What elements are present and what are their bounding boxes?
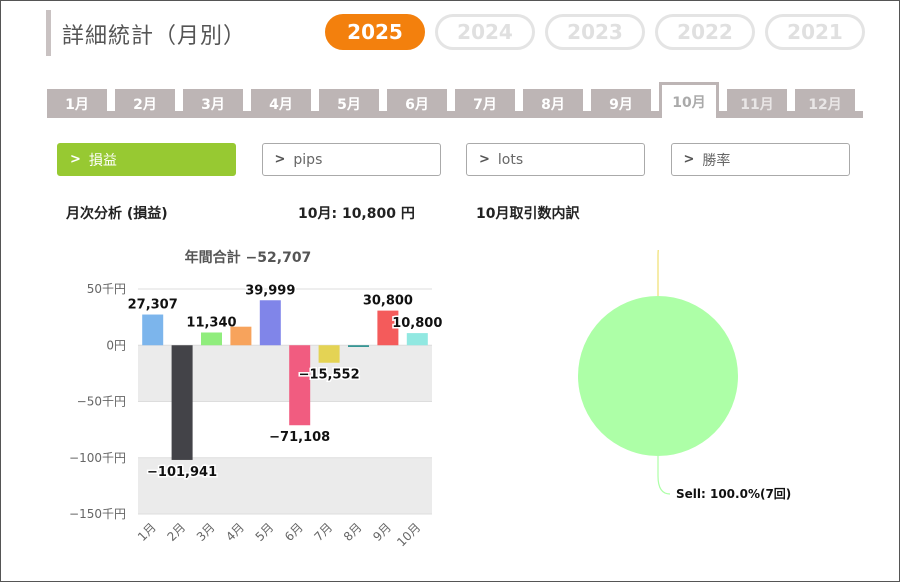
chevron-right-icon: >: [479, 152, 490, 167]
data-label-1月: 27,307: [128, 298, 178, 313]
year-button-2025[interactable]: 2025: [325, 14, 425, 50]
pie-slice-sell: [578, 296, 738, 456]
pie-label-sell: Sell: 100.0%(7回): [676, 487, 791, 501]
trade-breakdown-pie-chart: Buy: 0.0%(0回)Sell: 100.0%(7回): [578, 250, 791, 501]
chevron-right-icon: >: [683, 152, 695, 167]
year-button-2022[interactable]: 2022: [655, 14, 755, 50]
x-tick-label: 2月: [164, 520, 188, 544]
bar-5月: [259, 300, 281, 346]
metric-label: pips: [293, 151, 323, 168]
chart-title: 年間合計 −52,707: [185, 249, 312, 266]
tab-month-6[interactable]: 6月: [387, 89, 447, 118]
data-label-6月: −71,108: [269, 430, 330, 445]
title-accent-bar: [46, 10, 51, 56]
x-tick-label: 8月: [341, 520, 365, 544]
x-tick-label: 1月: [135, 520, 159, 544]
x-tick-label: 6月: [282, 520, 306, 544]
x-tick-label: 5月: [253, 520, 277, 544]
x-tick-label: 9月: [370, 520, 394, 544]
month-tabs: 1月 2月 3月 4月 5月 6月 7月 8月 9月 10月 11月 12月: [47, 82, 863, 118]
tab-month-5[interactable]: 5月: [319, 89, 379, 118]
metric-label: lots: [497, 151, 524, 168]
y-tick-label: −150千円: [69, 507, 126, 521]
tab-month-11[interactable]: 11月: [727, 89, 787, 118]
bar-8月: [348, 345, 369, 347]
metric-button-profit[interactable]: > 損益: [57, 143, 236, 176]
metric-button-win-rate[interactable]: > 勝率: [670, 143, 850, 176]
tab-month-3[interactable]: 3月: [183, 89, 243, 118]
bar-1月: [142, 314, 164, 346]
year-button-2023[interactable]: 2023: [545, 14, 645, 50]
year-selector: 2025 2024 2023 2022 2021: [325, 14, 865, 50]
data-label-7月: −15,552: [299, 368, 360, 383]
y-tick-label: 50千円: [87, 282, 126, 296]
bar-3月: [201, 332, 222, 346]
tab-month-10[interactable]: 10月: [659, 82, 719, 118]
data-label-10月: 10,800: [392, 316, 442, 331]
metric-label: 勝率: [702, 152, 731, 169]
bar-6月: [289, 345, 311, 426]
metric-button-lots[interactable]: > lots: [466, 143, 645, 176]
tab-month-4[interactable]: 4月: [251, 89, 311, 118]
y-tick-label: −100千円: [69, 451, 126, 465]
bar-4月: [230, 326, 252, 346]
y-tick-label: 0円: [106, 338, 126, 352]
month-value: 10月: 10,800 円: [298, 206, 415, 222]
x-tick-label: 4月: [223, 520, 247, 544]
chevron-right-icon: >: [274, 152, 286, 167]
bar-10月: [406, 333, 428, 346]
connector-sell: [657, 456, 671, 495]
tab-month-8[interactable]: 8月: [523, 89, 583, 118]
tab-month-7[interactable]: 7月: [455, 89, 515, 118]
grid-band: [138, 457, 432, 514]
chevron-right-icon: >: [70, 152, 81, 167]
bar-9月: [377, 310, 399, 346]
tab-month-1[interactable]: 1月: [47, 89, 107, 118]
x-tick-label: 3月: [194, 520, 218, 544]
tab-month-12[interactable]: 12月: [795, 89, 855, 118]
monthly-pl-bar-chart: 50千円 0円 −50千円 −100千円 −150千円 年間合計 −52,707 27,30…: [69, 249, 444, 549]
data-label-5月: 39,999: [245, 283, 295, 298]
bar-7月: [318, 345, 340, 363]
tab-month-2[interactable]: 2月: [115, 89, 175, 118]
page-title: 詳細統計（月別）: [62, 24, 247, 49]
analysis-title: 月次分析 (損益): [66, 206, 168, 222]
data-label-2月: −101,941: [147, 465, 217, 480]
y-tick-label: −50千円: [77, 395, 126, 409]
year-button-2021[interactable]: 2021: [765, 14, 865, 50]
metric-label: 損益: [88, 152, 117, 169]
metric-button-pips[interactable]: > pips: [261, 143, 441, 176]
x-tick-label: 10月: [394, 520, 423, 549]
year-button-2024[interactable]: 2024: [435, 14, 535, 50]
tab-month-9[interactable]: 9月: [591, 89, 651, 118]
x-tick-label: 7月: [311, 520, 335, 544]
data-label-3月: 11,340: [186, 315, 236, 330]
data-label-9月: 30,800: [363, 294, 413, 309]
bar-2月: [171, 345, 193, 460]
connector-buy: [657, 250, 659, 296]
breakdown-title: 10月取引数内訳: [476, 206, 580, 222]
